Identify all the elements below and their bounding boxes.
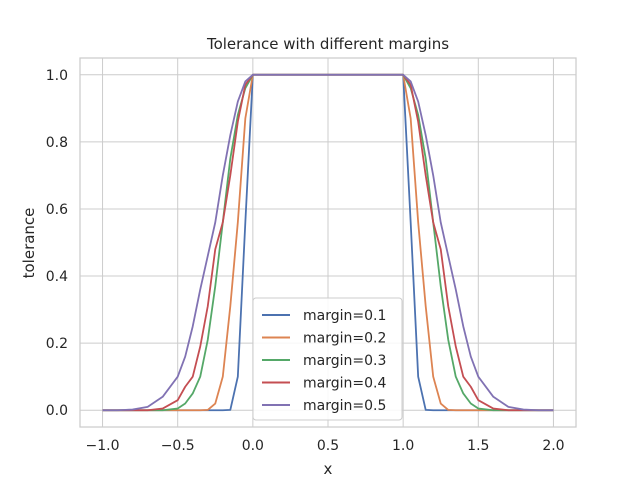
chart-title: Tolerance with different margins [206,35,449,53]
x-tick-label: −1.0 [86,438,120,454]
y-tick-label: 0.6 [46,202,68,218]
legend-label-3: margin=0.3 [303,353,386,369]
legend: margin=0.1 margin=0.2 margin=0.3 margin=0.4… [252,297,403,421]
legend-label-1: margin=0.1 [303,308,386,324]
x-tick-label: 1.0 [392,438,414,454]
x-tick-label: 0.5 [317,438,339,454]
x-tick-label: −0.5 [161,438,195,454]
series-line-5 [102,73,554,412]
x-axis-title: x [324,460,333,478]
y-tick-label: 0.0 [46,403,68,419]
y-tick-label: 0.4 [46,269,68,285]
x-tick-label: 1.5 [467,438,489,454]
y-axis-title: tolerance [20,208,38,279]
x-tick-label: 2.0 [542,438,564,454]
series-layer [102,73,554,412]
y-axis-ticks: 0.0 0.2 0.4 0.6 0.8 1.0 [46,68,68,419]
y-tick-label: 0.2 [46,336,68,352]
x-axis-ticks: −1.0 −0.5 0.0 0.5 1.0 1.5 2.0 [86,438,565,454]
legend-label-4: margin=0.4 [303,376,386,392]
legend-label-2: margin=0.2 [303,331,386,347]
y-tick-label: 0.8 [46,135,68,151]
x-tick-label: 0.0 [242,438,264,454]
legend-box [252,297,403,421]
legend-label-5: margin=0.5 [303,398,386,414]
y-tick-label: 1.0 [46,68,68,84]
plot-area-frame [79,57,577,428]
